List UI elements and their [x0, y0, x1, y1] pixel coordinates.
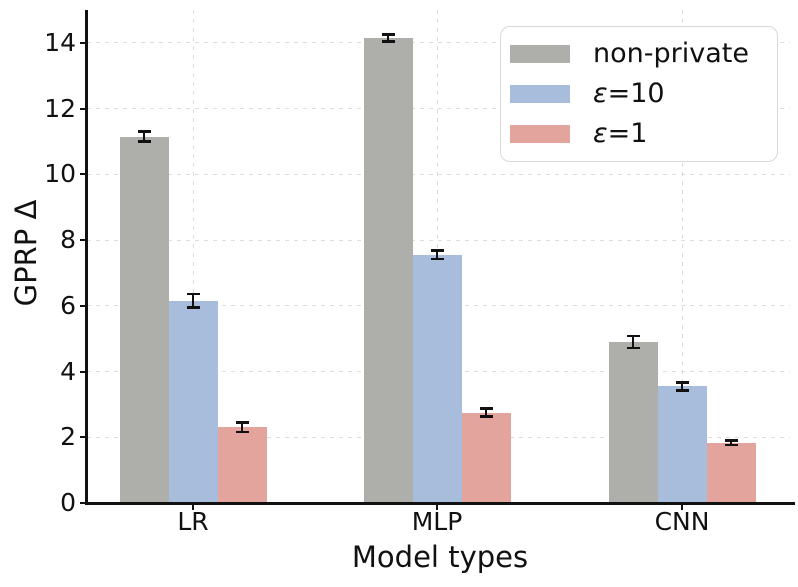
- y-tick-label: 2: [60, 422, 76, 452]
- y-tick-label: 0: [60, 488, 76, 517]
- gridline-horizontal: [87, 108, 790, 110]
- error-bar-line: [681, 381, 684, 392]
- error-bar-cap-top: [430, 249, 444, 252]
- error-bar-line: [730, 439, 733, 447]
- x-tick-label: MLP: [411, 507, 463, 536]
- error-bar-cap-bottom: [724, 443, 738, 447]
- error-bar-cap-bottom: [137, 140, 151, 143]
- y-tick-mark: [80, 436, 86, 439]
- x-tick-label: LR: [177, 507, 209, 536]
- legend: non-private ε=10 ε=1: [500, 26, 778, 162]
- y-tick-label: 6: [60, 290, 76, 320]
- error-bar-non-private-MLP: [381, 33, 395, 43]
- y-tick-mark: [80, 107, 86, 110]
- error-bar-non-private-LR: [137, 130, 151, 143]
- error-bar-cap-top: [381, 33, 395, 36]
- legend-swatch-ε=1: [510, 125, 570, 143]
- bar-ε=10-LR: [168, 300, 218, 503]
- legend-label: ε=1: [593, 118, 648, 149]
- error-bar-ε=1-LR: [235, 421, 249, 434]
- error-bar-line: [436, 249, 439, 261]
- x-tick-mark: [681, 504, 684, 510]
- gridline-horizontal: [87, 173, 790, 175]
- error-bar-ε=10-LR: [186, 292, 200, 309]
- error-bar-cap-top: [186, 292, 200, 296]
- gridline-vertical: [192, 10, 194, 503]
- legend-item-non-private: non-private: [510, 39, 767, 69]
- legend-item-ε=10: ε=10: [510, 79, 767, 109]
- error-bar-line: [143, 130, 146, 143]
- bar-non-private-LR: [119, 136, 169, 503]
- error-bar-ε=10-CNN: [675, 381, 689, 392]
- x-axis-line: [85, 502, 795, 505]
- error-bar-cap-top: [235, 421, 249, 424]
- bar-non-private-MLP: [363, 37, 413, 503]
- error-bar-cap-top: [724, 439, 738, 442]
- gridline-vertical: [681, 10, 683, 503]
- error-bar-cap-top: [479, 407, 493, 410]
- error-bar-cap-bottom: [186, 306, 200, 309]
- error-bar-ε=1-CNN: [724, 439, 738, 447]
- error-bar-ε=10-MLP: [430, 249, 444, 261]
- legend-item-ε=1: ε=1: [510, 119, 767, 149]
- y-tick-mark: [80, 41, 86, 44]
- gridline-horizontal: [87, 42, 790, 44]
- epsilon-glyph: ε: [593, 118, 608, 149]
- error-bar-cap-top: [626, 334, 640, 338]
- error-bar-line: [485, 407, 488, 418]
- bar-ε=10-MLP: [412, 254, 462, 503]
- error-bar-cap-bottom: [381, 40, 395, 43]
- epsilon-glyph: ε: [593, 78, 608, 109]
- error-bar-line: [387, 33, 390, 43]
- plot-area: [87, 10, 792, 503]
- legend-label: ε=10: [593, 78, 665, 109]
- error-bar-cap-bottom: [675, 389, 689, 392]
- error-bar-non-private-CNN: [626, 334, 640, 350]
- bar-ε=1-MLP: [461, 412, 511, 503]
- error-bar-line: [632, 334, 635, 350]
- y-tick-label: 14: [44, 27, 76, 57]
- y-tick-mark: [80, 502, 86, 504]
- y-tick-label: 10: [44, 159, 76, 189]
- y-tick-mark: [80, 173, 86, 176]
- y-tick-label: 12: [44, 93, 76, 123]
- x-tick-mark: [192, 504, 195, 510]
- x-axis-label: Model types: [351, 540, 529, 574]
- error-bar-cap-bottom: [626, 346, 640, 350]
- y-tick-mark: [80, 370, 86, 373]
- y-tick-label: 8: [60, 225, 76, 255]
- error-bar-line: [192, 292, 195, 309]
- legend-swatch-non-private: [510, 45, 570, 63]
- y-tick-mark: [80, 304, 86, 307]
- y-axis-line: [85, 10, 88, 504]
- gridline-horizontal: [87, 239, 790, 241]
- bar-ε=10-CNN: [657, 386, 707, 503]
- x-tick-label: CNN: [654, 507, 710, 536]
- legend-label: non-private: [593, 38, 749, 69]
- x-tick-mark: [436, 504, 439, 510]
- bar-non-private-CNN: [608, 341, 658, 503]
- legend-swatch-ε=10: [510, 85, 570, 103]
- bar-ε=1-LR: [217, 427, 267, 503]
- error-bar-cap-bottom: [430, 257, 444, 261]
- error-bar-cap-bottom: [479, 415, 493, 418]
- error-bar-cap-top: [675, 381, 689, 384]
- bar-ε=1-CNN: [706, 442, 756, 503]
- error-bar-line: [241, 421, 244, 434]
- error-bar-ε=1-MLP: [479, 407, 493, 418]
- error-bar-cap-top: [137, 130, 151, 133]
- y-tick-label: 4: [60, 356, 76, 386]
- y-tick-mark: [80, 239, 86, 242]
- error-bar-cap-bottom: [235, 430, 249, 434]
